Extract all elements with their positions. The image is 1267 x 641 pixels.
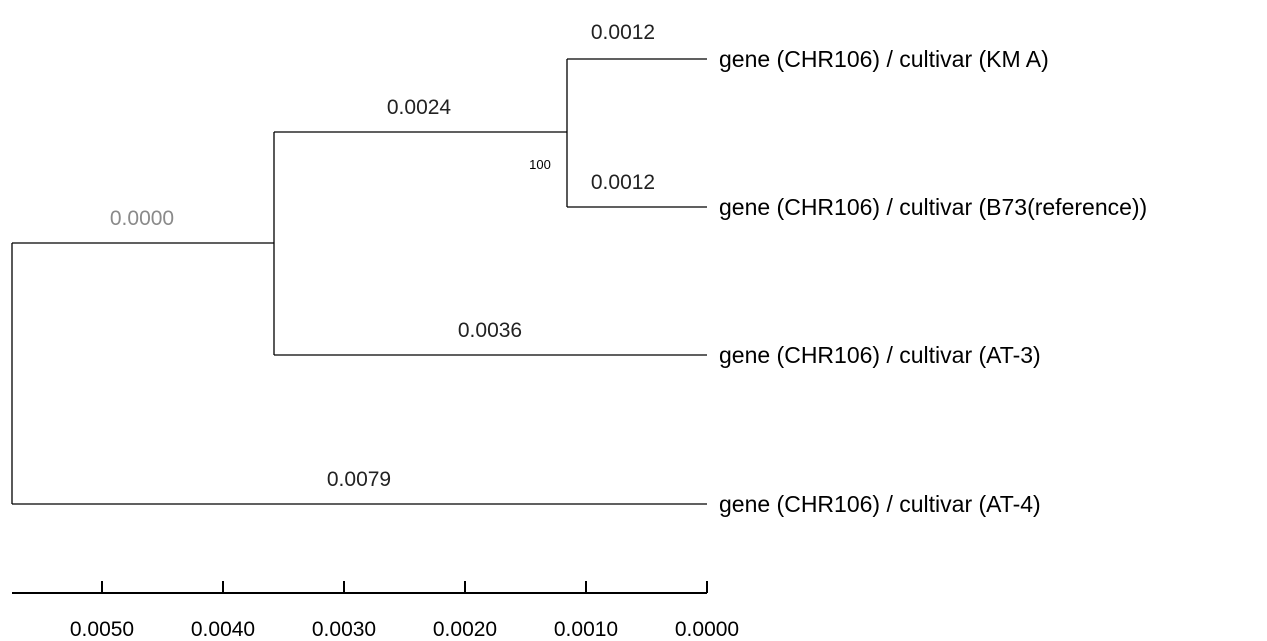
bootstrap-value: 100 (529, 157, 551, 172)
branch-length-at3: 0.0036 (458, 319, 522, 342)
tree-branches (11, 58, 707, 505)
branch-length-km-b73-clade: 0.0024 (387, 96, 452, 119)
scale-axis-ticks: 0.0050 0.0040 0.0030 0.0020 0.0010 0.0000 (70, 581, 739, 641)
branch-length-labels: 0.0012 0.0012 0.0024 0.0036 0.0000 0.007… (110, 21, 655, 491)
taxon-label-km-a: gene (CHR106) / cultivar (KM A) (719, 46, 1049, 72)
scale-tick-label: 0.0030 (312, 618, 376, 641)
branch-length-b73: 0.0012 (591, 171, 655, 194)
scale-tick-label: 0.0000 (675, 618, 739, 641)
taxon-label-at4: gene (CHR106) / cultivar (AT-4) (719, 491, 1041, 517)
taxon-labels: gene (CHR106) / cultivar (KM A) gene (CH… (719, 46, 1147, 517)
scale-tick-label: 0.0010 (554, 618, 618, 641)
scale-axis: 0.0050 0.0040 0.0030 0.0020 0.0010 0.0000 (12, 581, 739, 641)
taxon-label-at3: gene (CHR106) / cultivar (AT-3) (719, 342, 1041, 368)
taxon-label-b73: gene (CHR106) / cultivar (B73(reference)… (719, 194, 1147, 220)
scale-tick-label: 0.0020 (433, 618, 497, 641)
branch-length-at4: 0.0079 (327, 468, 391, 491)
branch-length-km-a: 0.0012 (591, 21, 655, 44)
scale-tick-label: 0.0040 (191, 618, 255, 641)
branch-length-ingroup-clade: 0.0000 (110, 207, 174, 230)
scale-tick-label: 0.0050 (70, 618, 134, 641)
